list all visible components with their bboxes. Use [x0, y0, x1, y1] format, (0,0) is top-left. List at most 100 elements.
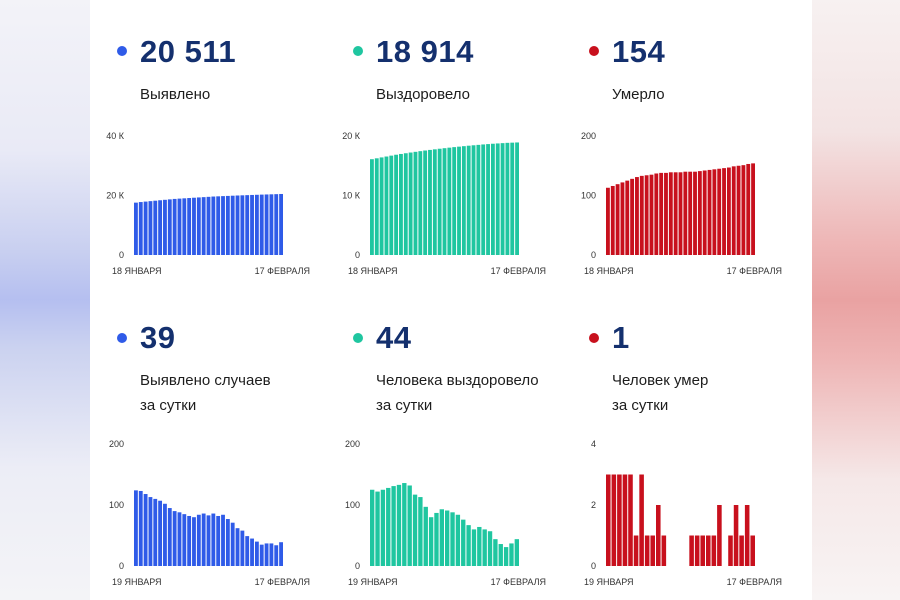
- chart-bar: [622, 474, 628, 566]
- chart-bar: [423, 506, 428, 566]
- stat-value: 20 511: [140, 34, 237, 69]
- chart-bar: [731, 166, 736, 255]
- chart-bar: [196, 514, 201, 566]
- chart-bar: [683, 171, 688, 255]
- chart-bar: [611, 474, 617, 566]
- stat-tile-deaths: 154 Умерло 0 100 200 18 ЯНВАРЯ 17 ФЕВРАЛЯ: [562, 0, 798, 300]
- y-tick-label: 0: [591, 561, 596, 571]
- chart-bar: [650, 535, 655, 566]
- chart-bar: [644, 175, 649, 255]
- chart-bar: [432, 149, 437, 255]
- stat-label: Человек умер за сутки: [612, 368, 708, 418]
- x-tick-label-end: 17 ФЕВРАЛЯ: [727, 577, 782, 587]
- chart-bar: [259, 544, 264, 566]
- chart-bar: [452, 147, 457, 255]
- chart-bar: [235, 528, 240, 566]
- chart-bar: [615, 184, 620, 255]
- chart-bar: [461, 519, 466, 566]
- x-tick-label-start: 19 ЯНВАРЯ: [112, 577, 162, 587]
- chart-bar: [741, 165, 746, 255]
- chart-bar: [279, 193, 283, 255]
- stat-label-line: за сутки: [376, 397, 433, 414]
- x-tick-label-end: 17 ФЕВРАЛЯ: [491, 577, 546, 587]
- chart-bar: [211, 513, 216, 566]
- chart-bar: [746, 163, 751, 255]
- chart-bar: [230, 195, 235, 255]
- chart-bar: [274, 194, 279, 255]
- chart-bar: [254, 194, 259, 255]
- chart-bar: [235, 195, 240, 255]
- y-tick-label: 0: [591, 250, 596, 260]
- chart-bar: [639, 175, 644, 255]
- x-tick-label-end: 17 ФЕВРАЛЯ: [491, 266, 546, 276]
- x-tick-label-start: 18 ЯНВАРЯ: [584, 266, 634, 276]
- chart-bar: [396, 484, 402, 566]
- x-tick-label-start: 18 ЯНВАРЯ: [348, 266, 398, 276]
- chart-bar: [659, 172, 664, 255]
- chart-bar: [693, 171, 697, 255]
- y-tick-label: 20 К: [342, 131, 361, 141]
- chart-bar: [477, 526, 482, 566]
- chart-bar: [610, 185, 615, 255]
- chart-bar: [269, 543, 274, 566]
- stat-label-line: Человек умер: [612, 372, 709, 389]
- teal-dot-icon: [353, 46, 363, 56]
- chart-bar: [509, 543, 514, 566]
- chart-bar: [510, 142, 515, 255]
- chart-bar: [635, 177, 639, 255]
- chart-bar: [447, 147, 452, 255]
- stat-value: 39: [140, 320, 176, 355]
- background-right-decor: [810, 0, 900, 600]
- chart-bar: [230, 522, 235, 566]
- chart-bar: [493, 539, 498, 566]
- chart-bar: [172, 198, 177, 255]
- chart-bar: [707, 169, 712, 255]
- y-tick-label: 100: [581, 191, 596, 201]
- chart-bar: [706, 535, 711, 566]
- chart-bar: [736, 165, 741, 255]
- chart-bar: [192, 517, 196, 566]
- y-tick-label: 0: [355, 561, 360, 571]
- chart-bar: [158, 200, 163, 255]
- chart-bar: [274, 545, 279, 566]
- chart-bar: [148, 497, 153, 566]
- chart-bar: [673, 172, 678, 255]
- chart-bar: [678, 172, 683, 255]
- chart-bar: [515, 142, 519, 255]
- chart-bar: [606, 187, 610, 255]
- chart-bar: [221, 514, 225, 566]
- chart-bar: [163, 199, 167, 255]
- chart-bar: [264, 194, 269, 255]
- chart-bar: [689, 535, 694, 566]
- chart-bar: [177, 512, 182, 566]
- chart-bar: [751, 163, 755, 255]
- chart-bar: [206, 515, 211, 566]
- chart-bar: [639, 474, 644, 566]
- chart-bar: [450, 512, 455, 566]
- chart-bar: [514, 539, 519, 566]
- chart-bar: [750, 535, 755, 566]
- stat-tile-daily-recovered: 44 Человека выздоровело за сутки 0 100 200…: [326, 300, 562, 600]
- chart-bar: [206, 196, 211, 255]
- chart-bar: [250, 194, 254, 255]
- background-left-decor: [0, 0, 90, 600]
- stat-label: Человека выздоровело за сутки: [376, 368, 539, 418]
- chart-bar: [625, 180, 630, 256]
- stat-label: Выявлено случаев за сутки: [140, 368, 271, 418]
- chart-bar: [486, 144, 490, 255]
- chart-bar: [201, 513, 206, 566]
- chart-bar: [172, 511, 177, 566]
- chart-bar: [700, 535, 705, 566]
- chart-bar: [428, 517, 434, 566]
- chart-bar: [697, 171, 702, 255]
- chart-bar: [138, 490, 143, 566]
- bar-chart: 0 100 200 19 ЯНВАРЯ 17 ФЕВРАЛЯ: [109, 439, 310, 587]
- chart-bar: [153, 498, 158, 566]
- stat-label-line: Выявлено случаев: [140, 372, 271, 389]
- chart-bar: [143, 494, 148, 566]
- chart-bar: [403, 153, 408, 255]
- y-tick-label: 200: [345, 439, 360, 449]
- chart-bar: [606, 474, 611, 566]
- chart-bar: [259, 194, 264, 255]
- chart-bar: [503, 547, 509, 566]
